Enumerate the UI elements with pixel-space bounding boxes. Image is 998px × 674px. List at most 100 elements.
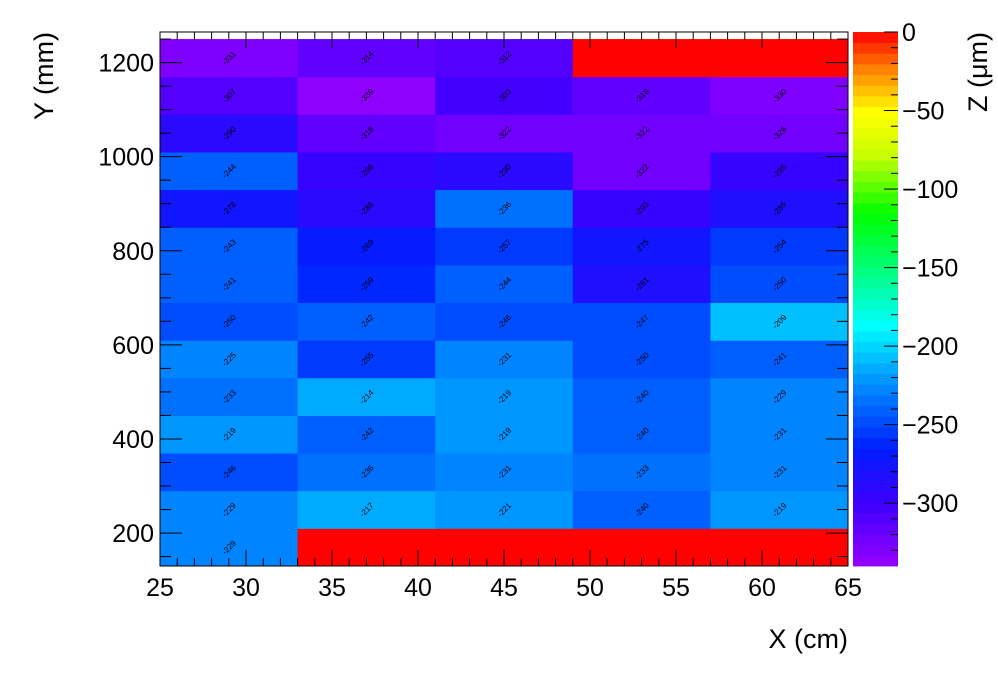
heatmap-cell: [297, 340, 436, 379]
colorbar-band: [853, 85, 898, 97]
colorbar-band: [853, 42, 898, 54]
z-tick-label: −250: [902, 412, 958, 440]
heatmap-cell: [160, 114, 299, 153]
colorbar-band: [853, 256, 898, 268]
heatmap-cell: [435, 377, 574, 416]
heatmap-cell: [710, 377, 849, 416]
x-axis-title: X (cm): [769, 624, 848, 654]
colorbar-band: [853, 64, 898, 76]
heatmap-cell: [710, 189, 849, 228]
colorbar-band: [853, 299, 898, 311]
colorbar-band: [853, 309, 898, 321]
colorbar-band: [853, 96, 898, 108]
colorbar-band: [853, 352, 898, 364]
heatmap-cell: [297, 151, 436, 191]
colorbar-band: [853, 234, 898, 246]
heatmap-cell: [435, 490, 574, 529]
y-tick-label: 1200: [98, 50, 154, 78]
heatmap-cell: [572, 189, 711, 228]
heatmap-cell: [710, 453, 849, 492]
z-axis-title: Z (μm): [963, 32, 993, 112]
colorbar-band: [853, 469, 898, 481]
heatmap-cell: [160, 302, 299, 341]
colorbar-band: [853, 491, 898, 503]
y-tick-label: 200: [112, 520, 154, 548]
colorbar-band: [853, 128, 898, 140]
heatmap-cell: [160, 490, 299, 529]
heatmap-cell: [435, 340, 574, 379]
colorbar-band: [853, 448, 898, 460]
heatmap-cell: [297, 415, 436, 454]
x-tick-label: 35: [318, 574, 346, 602]
heatmap-cell: [572, 151, 711, 191]
colorbar-band: [853, 266, 898, 279]
colorbar-band: [853, 224, 898, 236]
heatmap-cell: [297, 453, 436, 492]
heatmap-cell: [160, 453, 299, 492]
heatmap-cell: [572, 453, 711, 492]
x-tick-label: 25: [146, 574, 174, 602]
colorbar-band: [853, 53, 898, 65]
heatmap-cell: [297, 377, 436, 416]
heatmap-cell: [160, 227, 299, 266]
z-tick-label: 0: [902, 19, 916, 47]
colorbar-band: [853, 523, 898, 535]
z-tick-label: −150: [902, 255, 958, 283]
heatmap-cell: [435, 453, 574, 492]
heatmap-cell: [572, 264, 711, 304]
colorbar-band: [853, 544, 898, 556]
heatmap-cell: [435, 114, 574, 153]
y-tick-label: 800: [112, 238, 154, 266]
heatmap-cell: [160, 189, 299, 228]
colorbar-band: [853, 245, 898, 257]
colorbar-band: [853, 170, 898, 182]
heatmap-cell: [572, 227, 711, 266]
heatmap-cell: [435, 189, 574, 228]
colorbar-band: [853, 331, 898, 343]
heatmap-cell: [160, 415, 299, 454]
colorbar-band: [853, 117, 898, 129]
y-tick-label: 1000: [98, 144, 154, 172]
heatmap-cell: [710, 114, 849, 153]
heatmap-cell: [435, 415, 574, 454]
colorbar-band: [853, 501, 898, 513]
heatmap-cell: [435, 302, 574, 341]
heatmap-cell: [710, 264, 849, 304]
heatmap-cell: [435, 227, 574, 266]
x-tick-label: 45: [490, 574, 518, 602]
heatmap-cell: [572, 302, 711, 341]
heatmap-cell: [572, 76, 711, 115]
colorbar-band: [853, 181, 898, 193]
colorbar-band: [853, 405, 898, 417]
heatmap-cell: [572, 39, 711, 78]
colorbar-band: [853, 373, 898, 385]
colorbar-band: [853, 395, 898, 407]
x-tick-label: 65: [834, 574, 862, 602]
x-tick-label: 60: [748, 574, 776, 602]
colorbar-band: [853, 341, 898, 353]
heatmap-cell: [297, 189, 436, 228]
y-axis-title: Y (mm): [29, 32, 59, 120]
colorbar-band: [853, 106, 898, 118]
heatmap-cell: [160, 39, 299, 78]
heatmap-cell: [435, 151, 574, 191]
colorbar-band: [853, 512, 898, 524]
heatmap-cell: [710, 39, 849, 78]
color-bar: 0 −50 −100 −150 −200 −250 −300: [853, 19, 958, 567]
heatmap-cell: [297, 114, 436, 153]
heatmap-cell: [297, 490, 436, 529]
heatmap-cell: [572, 114, 711, 153]
colorbar-band: [853, 202, 898, 214]
heatmap-cell: [710, 340, 849, 379]
colorbar-band: [853, 192, 898, 204]
heatmap-cell: [435, 76, 574, 115]
heatmap-cell: [710, 415, 849, 454]
heatmap-cell: [297, 76, 436, 115]
heatmap-cell: [435, 264, 574, 304]
x-tick-label: 40: [404, 574, 432, 602]
colorbar-band: [853, 320, 898, 332]
heatmap-cell: [710, 227, 849, 266]
heatmap-cell: [572, 377, 711, 416]
axes: 25 30 35 40 45 50 55 60 65 200 400 600 800 1000 1200: [98, 31, 862, 602]
heatmap-cell: [297, 264, 436, 304]
